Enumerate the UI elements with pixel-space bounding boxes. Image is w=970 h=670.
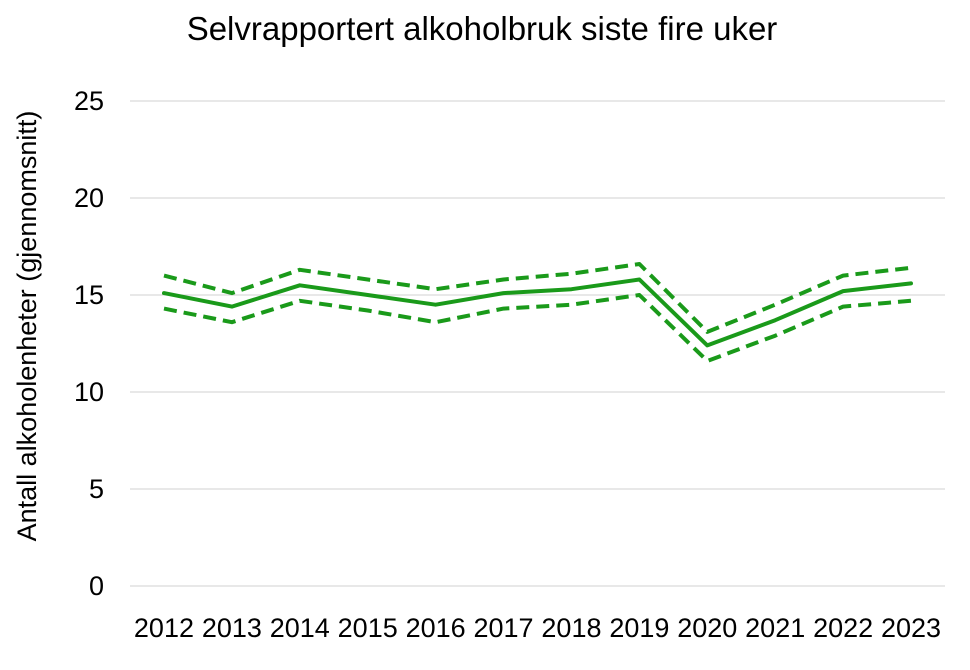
- x-tick-label: 2019: [609, 613, 669, 643]
- x-tick-label: 2023: [881, 613, 941, 643]
- series-line-lower: [163, 293, 912, 363]
- y-tick-label: 5: [89, 474, 104, 504]
- x-tick-label: 2017: [474, 613, 534, 643]
- y-axis-label: Antall alkoholenheter (gjennomsnitt): [12, 111, 42, 542]
- gridlines: [130, 100, 945, 587]
- x-tick-label: 2014: [270, 613, 330, 643]
- y-tick-label: 10: [74, 377, 104, 407]
- chart-title: Selvrapportert alkoholbruk siste fire uk…: [187, 10, 778, 47]
- x-tick-label: 2015: [338, 613, 398, 643]
- series-line-upper: [163, 262, 912, 334]
- y-tick-label: 25: [74, 86, 104, 116]
- series-lines: [162, 262, 913, 363]
- series-line-mean: [162, 277, 913, 348]
- x-tick-label: 2013: [202, 613, 262, 643]
- x-tick-label: 2016: [406, 613, 466, 643]
- x-tick-label: 2012: [134, 613, 194, 643]
- y-tick-label: 0: [89, 571, 104, 601]
- x-tick-label: 2020: [677, 613, 737, 643]
- x-tick-label: 2018: [541, 613, 601, 643]
- y-tick-label: 15: [74, 280, 104, 310]
- x-tick-label: 2021: [745, 613, 805, 643]
- x-axis-ticks: 2012 2013 2014 2015 2016 2017 2018 2019 2020 2021…: [134, 613, 941, 643]
- y-tick-label: 20: [74, 183, 104, 213]
- x-tick-label: 2022: [813, 613, 873, 643]
- y-axis-ticks: 0 5 10 15 20 25: [74, 86, 104, 601]
